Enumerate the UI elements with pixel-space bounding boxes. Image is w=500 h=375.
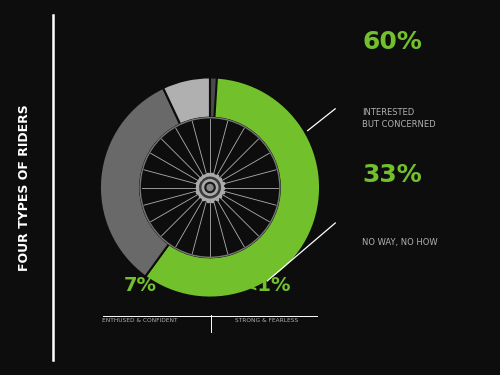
Text: ENTHUSED & CONFIDENT: ENTHUSED & CONFIDENT	[102, 318, 178, 323]
Wedge shape	[146, 77, 320, 298]
Text: INTERESTED
BUT CONCERNED: INTERESTED BUT CONCERNED	[362, 108, 436, 129]
Wedge shape	[163, 77, 210, 125]
Circle shape	[207, 184, 213, 190]
Circle shape	[205, 182, 215, 193]
Wedge shape	[100, 88, 180, 277]
Wedge shape	[210, 77, 217, 118]
Text: FOUR TYPES OF RIDERS: FOUR TYPES OF RIDERS	[18, 104, 31, 271]
Circle shape	[202, 180, 218, 195]
Text: 33%: 33%	[362, 164, 422, 188]
Circle shape	[200, 177, 220, 198]
Text: STRONG & FEARLESS: STRONG & FEARLESS	[235, 318, 298, 323]
Circle shape	[100, 77, 320, 298]
Text: NO WAY, NO HOW: NO WAY, NO HOW	[362, 238, 438, 247]
Text: <1%: <1%	[242, 276, 291, 295]
Circle shape	[140, 118, 280, 257]
Circle shape	[196, 174, 224, 201]
Text: 60%: 60%	[362, 30, 422, 54]
Text: 7%: 7%	[124, 276, 156, 295]
